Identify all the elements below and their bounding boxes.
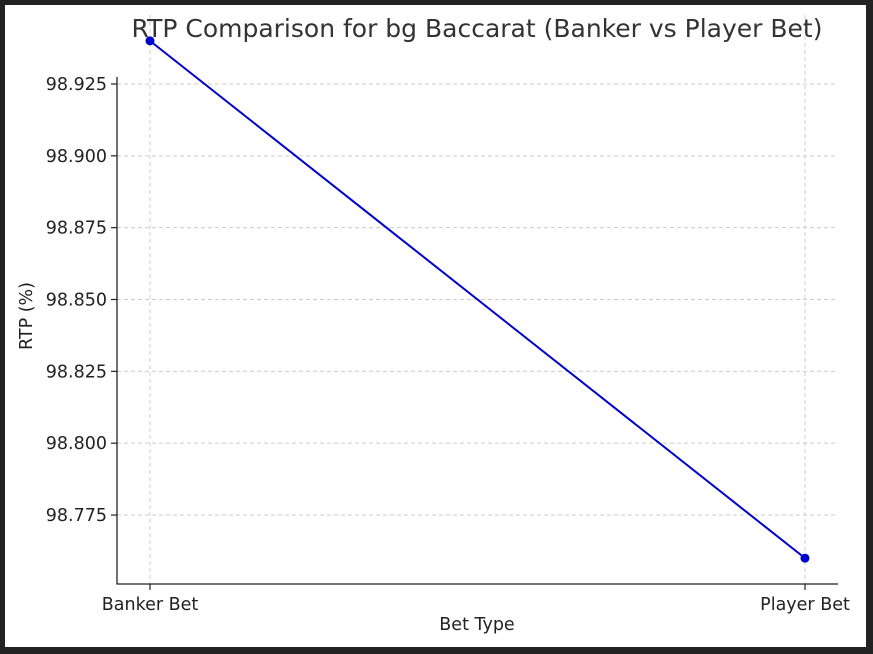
series-layer	[145, 36, 810, 563]
y-tick-label: 98.775	[46, 506, 107, 526]
y-axis: 98.775 98.800 98.825 98.850 98.875 98.900 98.9…	[46, 75, 117, 526]
y-tick-label: 98.900	[46, 147, 107, 167]
data-point	[145, 36, 155, 46]
y-tick-label: 98.850	[46, 291, 107, 311]
chart-frame: 98.775 98.800 98.825 98.850 98.875 98.900 98.9…	[5, 5, 866, 647]
y-axis-label: RTP (%)	[17, 282, 37, 350]
chart-title: RTP Comparison for bg Baccarat (Banker v…	[132, 14, 823, 43]
x-tick-label: Banker Bet	[102, 595, 199, 615]
line-chart: 98.775 98.800 98.825 98.850 98.875 98.900 98.9…	[17, 14, 850, 635]
x-axis-label: Bet Type	[439, 615, 514, 635]
data-point	[800, 553, 810, 563]
y-tick-label: 98.800	[46, 434, 107, 454]
y-tick-label: 98.875	[46, 219, 107, 239]
x-tick-label: Player Bet	[760, 595, 850, 615]
series-line	[149, 40, 806, 559]
y-tick-label: 98.825	[46, 362, 107, 382]
y-tick-label: 98.925	[46, 75, 107, 95]
x-axis: Banker Bet Player Bet	[102, 584, 850, 615]
axes-spine	[116, 77, 838, 585]
